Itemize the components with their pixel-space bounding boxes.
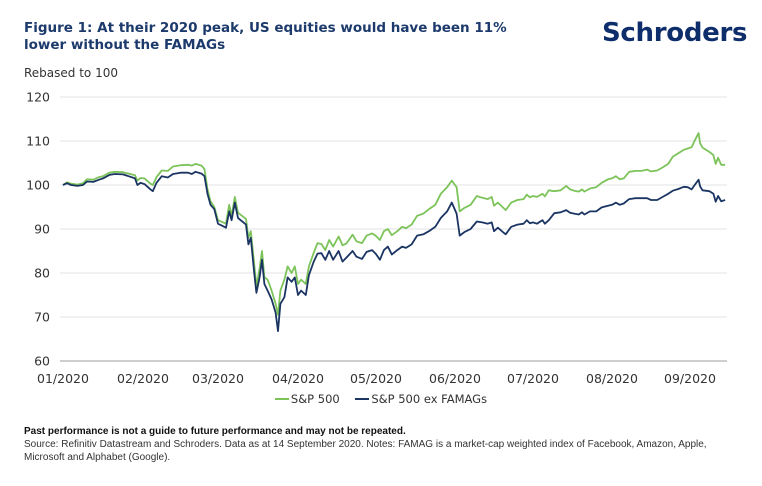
x-tick-label: 05/2020 [350, 371, 402, 386]
x-tick-label: 01/2020 [37, 371, 89, 386]
grid-lines [60, 96, 727, 362]
source-notes: Source: Refinitiv Datastream and Schrode… [24, 439, 707, 463]
legend-label-sp500-ex-famags: S&P 500 ex FAMAGs [371, 392, 488, 406]
y-tick-label: 80 [34, 266, 50, 281]
y-tick-label: 120 [26, 90, 50, 105]
y-tick-label: 90 [34, 222, 50, 237]
chart-title: Figure 1: At their 2020 peak, US equitie… [24, 20, 507, 53]
series-lines [62, 132, 726, 332]
y-tick-labels: 60 70 80 90 100 110 120 [26, 90, 50, 369]
y-tick-label: 110 [26, 134, 50, 149]
x-tick-label: 08/2020 [586, 371, 638, 386]
legend-item-sp500: S&P 500 [274, 392, 340, 406]
y-tick-label: 60 [34, 354, 50, 369]
schroders-logo: Schroders [602, 18, 748, 48]
x-tick-label: 04/2020 [272, 371, 324, 386]
y-tick-label: 100 [26, 178, 50, 193]
x-tick-label: 09/2020 [664, 371, 716, 386]
disclaimer: Past performance is not a guide to futur… [24, 426, 406, 437]
legend-label-sp500: S&P 500 [290, 392, 340, 406]
series-line-sp500-ex-famags [62, 170, 726, 332]
x-tick-labels: 01/2020 02/2020 03/2020 04/2020 05/2020 06/20… [37, 371, 716, 386]
x-tick-label: 02/2020 [117, 371, 169, 386]
y-tick-label: 70 [34, 310, 50, 325]
series-line-sp500 [62, 132, 726, 316]
legend-item-sp500-ex-famags: S&P 500 ex FAMAGs [355, 392, 487, 406]
x-tick-label: 07/2020 [507, 371, 559, 386]
x-tick-label: 03/2020 [192, 371, 244, 386]
legend: S&P 500 S&P 500 ex FAMAGs [0, 389, 762, 406]
y-axis-label: Rebased to 100 [24, 66, 118, 80]
legend-swatch-sp500 [274, 398, 289, 400]
legend-swatch-sp500-ex-famags [355, 398, 370, 400]
x-tick-label: 06/2020 [429, 371, 481, 386]
